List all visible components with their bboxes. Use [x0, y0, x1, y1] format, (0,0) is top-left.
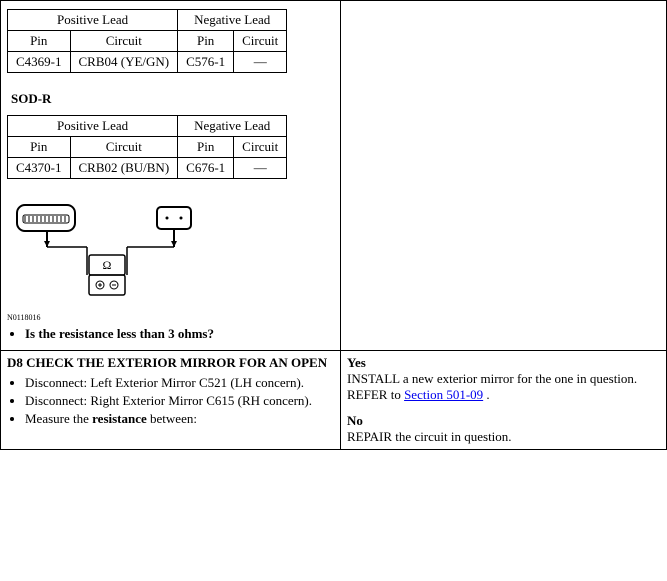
list-item: Measure the resistance between: — [25, 411, 334, 427]
cell-d7-right — [341, 1, 667, 351]
col-circuit: Circuit — [70, 31, 178, 52]
col-circuit: Circuit — [70, 137, 178, 158]
bullet-text-strong: resistance — [92, 411, 147, 426]
result-yes-body-pre: INSTALL a new exterior mirror for the on… — [347, 371, 637, 402]
diagram-id: N0118016 — [7, 313, 334, 322]
diagram-svg: Ω — [7, 197, 207, 307]
result-no-body: REPAIR the circuit in question. — [347, 429, 660, 445]
result-no-label: No — [347, 413, 363, 428]
step-d8-head: D8 CHECK THE EXTERIOR MIRROR FOR AN OPEN — [7, 355, 334, 371]
col-circuit: Circuit — [234, 137, 287, 158]
cell: C4369-1 — [8, 52, 71, 73]
pin-table-2: Positive Lead Negative Lead Pin Circuit … — [7, 115, 287, 179]
list-item: Disconnect: Right Exterior Mirror C615 (… — [25, 393, 334, 409]
bullet-text-post: between: — [147, 411, 197, 426]
result-yes-body-post: . — [483, 387, 490, 402]
bullet-text: Disconnect: Right Exterior Mirror C615 (… — [25, 393, 312, 408]
table-row: C4370-1 CRB02 (BU/BN) C676-1 — — [8, 158, 287, 179]
cell: — — [234, 52, 287, 73]
table-subheader-row: Pin Circuit Pin Circuit — [8, 31, 287, 52]
cell: C676-1 — [178, 158, 234, 179]
pin-table-1: Positive Lead Negative Lead Pin Circuit … — [7, 9, 287, 73]
cell-d7-left: Positive Lead Negative Lead Pin Circuit … — [1, 1, 341, 351]
pos-lead-header: Positive Lead — [8, 10, 178, 31]
resistance-diagram: Ω N0118016 — [7, 197, 334, 322]
neg-lead-header: Negative Lead — [178, 116, 287, 137]
ohm-symbol: Ω — [103, 258, 112, 272]
sod-r-label: SOD-R — [11, 91, 334, 107]
col-pin: Pin — [178, 31, 234, 52]
resistance-question: Is the resistance less than 3 ohms? — [25, 326, 214, 341]
cell: C576-1 — [178, 52, 234, 73]
neg-lead-header: Negative Lead — [178, 10, 287, 31]
cell: CRB02 (BU/BN) — [70, 158, 178, 179]
section-link[interactable]: Section 501-09 — [404, 387, 483, 402]
cell-d8-right: Yes INSTALL a new exterior mirror for th… — [341, 351, 667, 450]
pos-lead-header: Positive Lead — [8, 116, 178, 137]
bullet-text: Disconnect: Left Exterior Mirror C521 (L… — [25, 375, 304, 390]
table-header-row: Positive Lead Negative Lead — [8, 10, 287, 31]
list-item: Is the resistance less than 3 ohms? — [25, 326, 334, 342]
col-pin: Pin — [8, 31, 71, 52]
table-row: C4369-1 CRB04 (YE/GN) C576-1 — — [8, 52, 287, 73]
col-pin: Pin — [178, 137, 234, 158]
cell-d8-left: D8 CHECK THE EXTERIOR MIRROR FOR AN OPEN… — [1, 351, 341, 450]
col-pin: Pin — [8, 137, 71, 158]
cell: — — [234, 158, 287, 179]
list-item: Disconnect: Left Exterior Mirror C521 (L… — [25, 375, 334, 391]
cell: C4370-1 — [8, 158, 71, 179]
cell: CRB04 (YE/GN) — [70, 52, 178, 73]
bullet-text-pre: Measure the — [25, 411, 92, 426]
table-subheader-row: Pin Circuit Pin Circuit — [8, 137, 287, 158]
table-header-row: Positive Lead Negative Lead — [8, 116, 287, 137]
result-yes-label: Yes — [347, 355, 366, 370]
col-circuit: Circuit — [234, 31, 287, 52]
